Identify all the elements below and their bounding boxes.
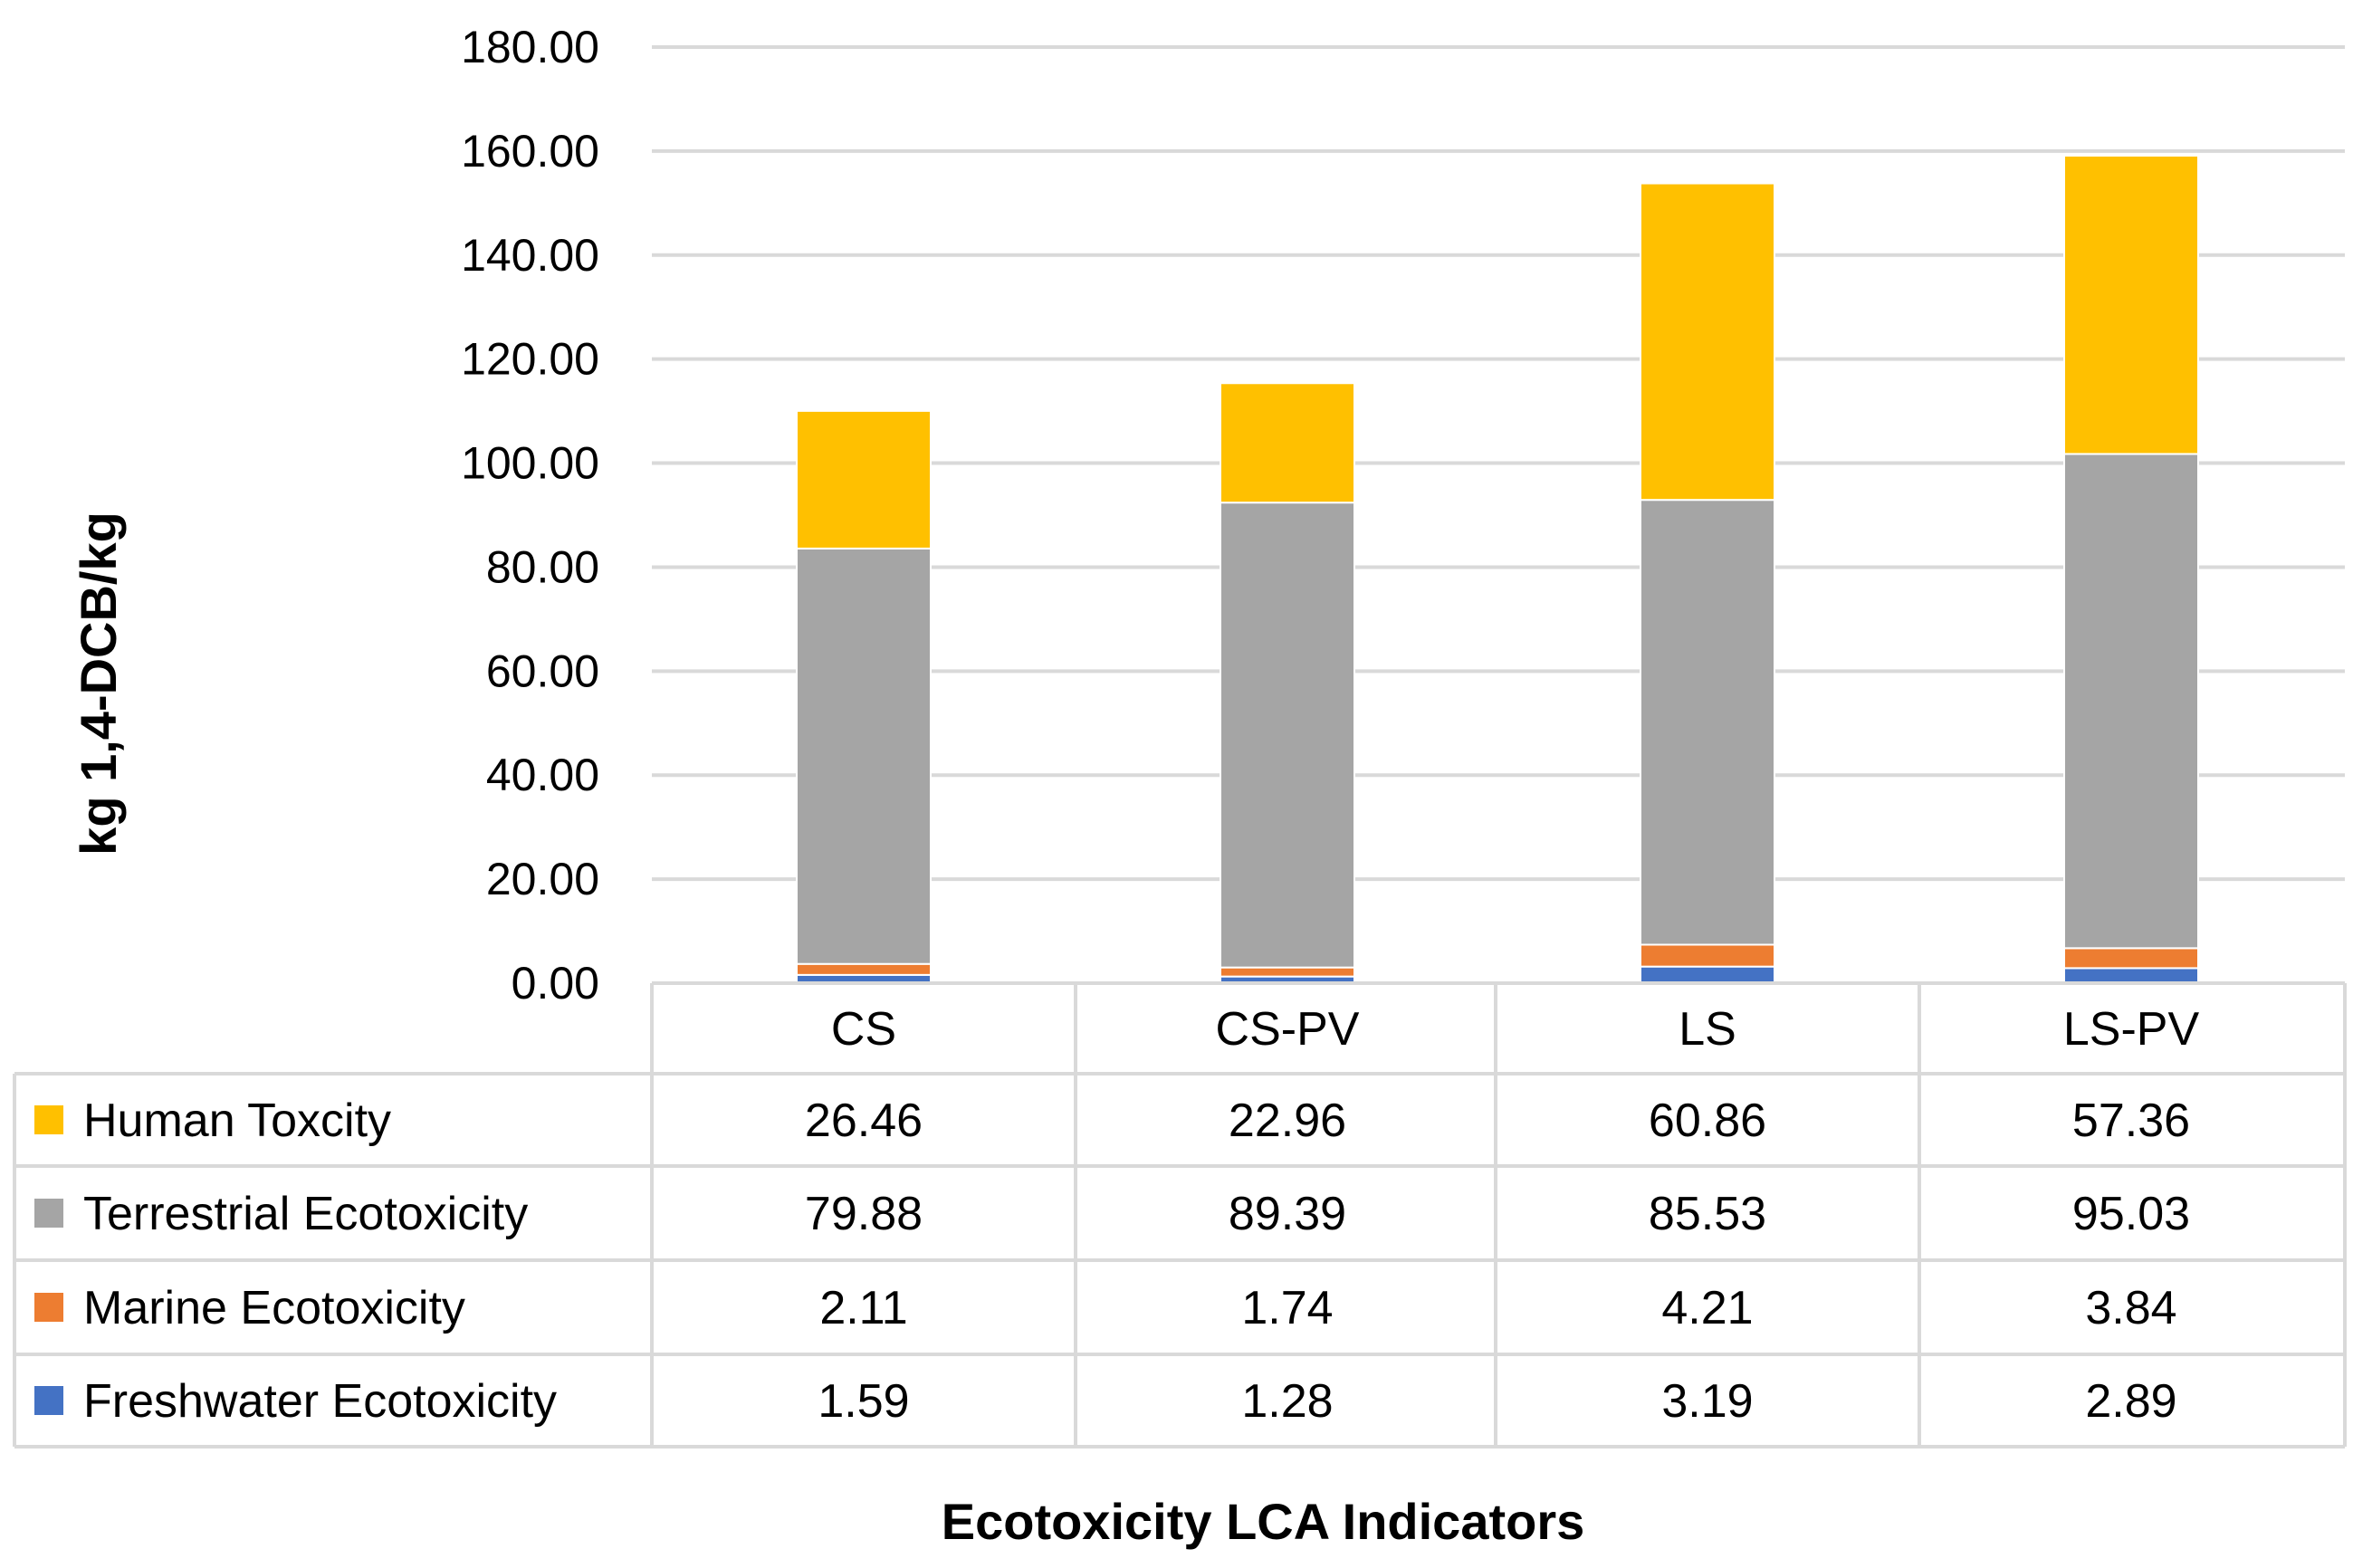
y-tick-label: 180.00 bbox=[461, 22, 599, 72]
y-tick-label: 80.00 bbox=[486, 541, 599, 592]
legend-label-terrestrial-ecotoxicity: Terrestrial Ecotoxicity bbox=[83, 1188, 528, 1240]
data-label-freshwater-ecotoxicity-cs: 1.59 bbox=[818, 1375, 909, 1428]
legend-swatch-marine-ecotoxicity bbox=[34, 1293, 63, 1322]
data-table: CS CS-PV LS LS-PV Human Toxcity 26.46 22.96 60.… bbox=[13, 981, 2347, 1448]
data-label-freshwater-ecotoxicity-cs-pv: 1.28 bbox=[1241, 1375, 1333, 1428]
data-label-human-toxcity-ls: 60.86 bbox=[1649, 1095, 1766, 1147]
bar-cs-pv-marine-ecotoxicity bbox=[1220, 966, 1355, 978]
bar-cs-human-toxcity bbox=[796, 409, 932, 550]
bar-ls-marine-ecotoxicity bbox=[1640, 943, 1775, 968]
data-label-human-toxcity-cs-pv: 22.96 bbox=[1229, 1095, 1346, 1147]
legend-label-marine-ecotoxicity: Marine Ecotoxicity bbox=[83, 1282, 465, 1334]
y-tick-label: 160.00 bbox=[461, 126, 599, 177]
data-label-human-toxcity-ls-pv: 57.36 bbox=[2072, 1095, 2190, 1147]
data-label-terrestrial-ecotoxicity-cs: 79.88 bbox=[805, 1188, 923, 1240]
x-tick-label-ls-pv: LS-PV bbox=[2063, 1003, 2200, 1056]
bar-ls-freshwater-ecotoxicity bbox=[1640, 965, 1775, 984]
data-label-terrestrial-ecotoxicity-ls: 85.53 bbox=[1649, 1188, 1766, 1240]
data-label-freshwater-ecotoxicity-ls: 3.19 bbox=[1661, 1375, 1753, 1428]
data-label-marine-ecotoxicity-ls-pv: 3.84 bbox=[2085, 1282, 2176, 1334]
bar-cs-pv-human-toxcity bbox=[1220, 382, 1355, 504]
bars bbox=[796, 154, 2199, 985]
bar-cs-pv-terrestrial-ecotoxicity bbox=[1220, 502, 1355, 969]
y-axis-ticks: 0.00 20.00 40.00 60.00 80.00 100.00 120.00 140.… bbox=[461, 22, 599, 1009]
bar-ls-pv-terrestrial-ecotoxicity bbox=[2063, 453, 2199, 950]
data-label-human-toxcity-cs: 26.46 bbox=[805, 1095, 923, 1147]
data-label-freshwater-ecotoxicity-ls-pv: 2.89 bbox=[2085, 1375, 2176, 1428]
bar-cs-terrestrial-ecotoxicity bbox=[796, 547, 932, 965]
x-axis-title: Ecotoxicity LCA Indicators bbox=[942, 1493, 1585, 1550]
y-axis-title: kg 1,4-DCB/kg bbox=[70, 512, 127, 856]
x-tick-label-cs: CS bbox=[831, 1003, 896, 1056]
legend-swatch-freshwater-ecotoxicity bbox=[34, 1386, 63, 1415]
y-tick-label: 0.00 bbox=[512, 958, 599, 1009]
y-tick-label: 20.00 bbox=[486, 854, 599, 904]
bar-cs-marine-ecotoxicity bbox=[796, 962, 932, 976]
data-label-terrestrial-ecotoxicity-ls-pv: 95.03 bbox=[2072, 1188, 2190, 1240]
y-tick-label: 40.00 bbox=[486, 750, 599, 800]
bar-ls-pv-human-toxcity bbox=[2063, 154, 2199, 455]
y-tick-label: 60.00 bbox=[486, 645, 599, 696]
x-tick-label-ls: LS bbox=[1679, 1003, 1736, 1056]
bar-ls-human-toxcity bbox=[1640, 182, 1775, 502]
data-label-marine-ecotoxicity-ls: 4.21 bbox=[1661, 1282, 1753, 1334]
legend-label-freshwater-ecotoxicity: Freshwater Ecotoxicity bbox=[83, 1375, 557, 1428]
data-label-marine-ecotoxicity-cs: 2.11 bbox=[819, 1282, 907, 1334]
legend-swatch-terrestrial-ecotoxicity bbox=[34, 1199, 63, 1228]
bar-ls-terrestrial-ecotoxicity bbox=[1640, 499, 1775, 946]
bar-ls-pv-marine-ecotoxicity bbox=[2063, 947, 2199, 970]
legend-swatch-human-toxcity bbox=[34, 1105, 63, 1134]
y-tick-label: 100.00 bbox=[461, 438, 599, 489]
x-tick-label-cs-pv: CS-PV bbox=[1216, 1003, 1360, 1056]
bar-ls-pv-freshwater-ecotoxicity bbox=[2063, 967, 2199, 985]
y-tick-label: 140.00 bbox=[461, 230, 599, 281]
gridlines bbox=[652, 45, 2345, 882]
y-tick-label: 120.00 bbox=[461, 334, 599, 385]
data-label-marine-ecotoxicity-cs-pv: 1.74 bbox=[1241, 1282, 1333, 1334]
data-label-terrestrial-ecotoxicity-cs-pv: 89.39 bbox=[1229, 1188, 1346, 1240]
legend-label-human-toxcity: Human Toxcity bbox=[83, 1095, 391, 1147]
